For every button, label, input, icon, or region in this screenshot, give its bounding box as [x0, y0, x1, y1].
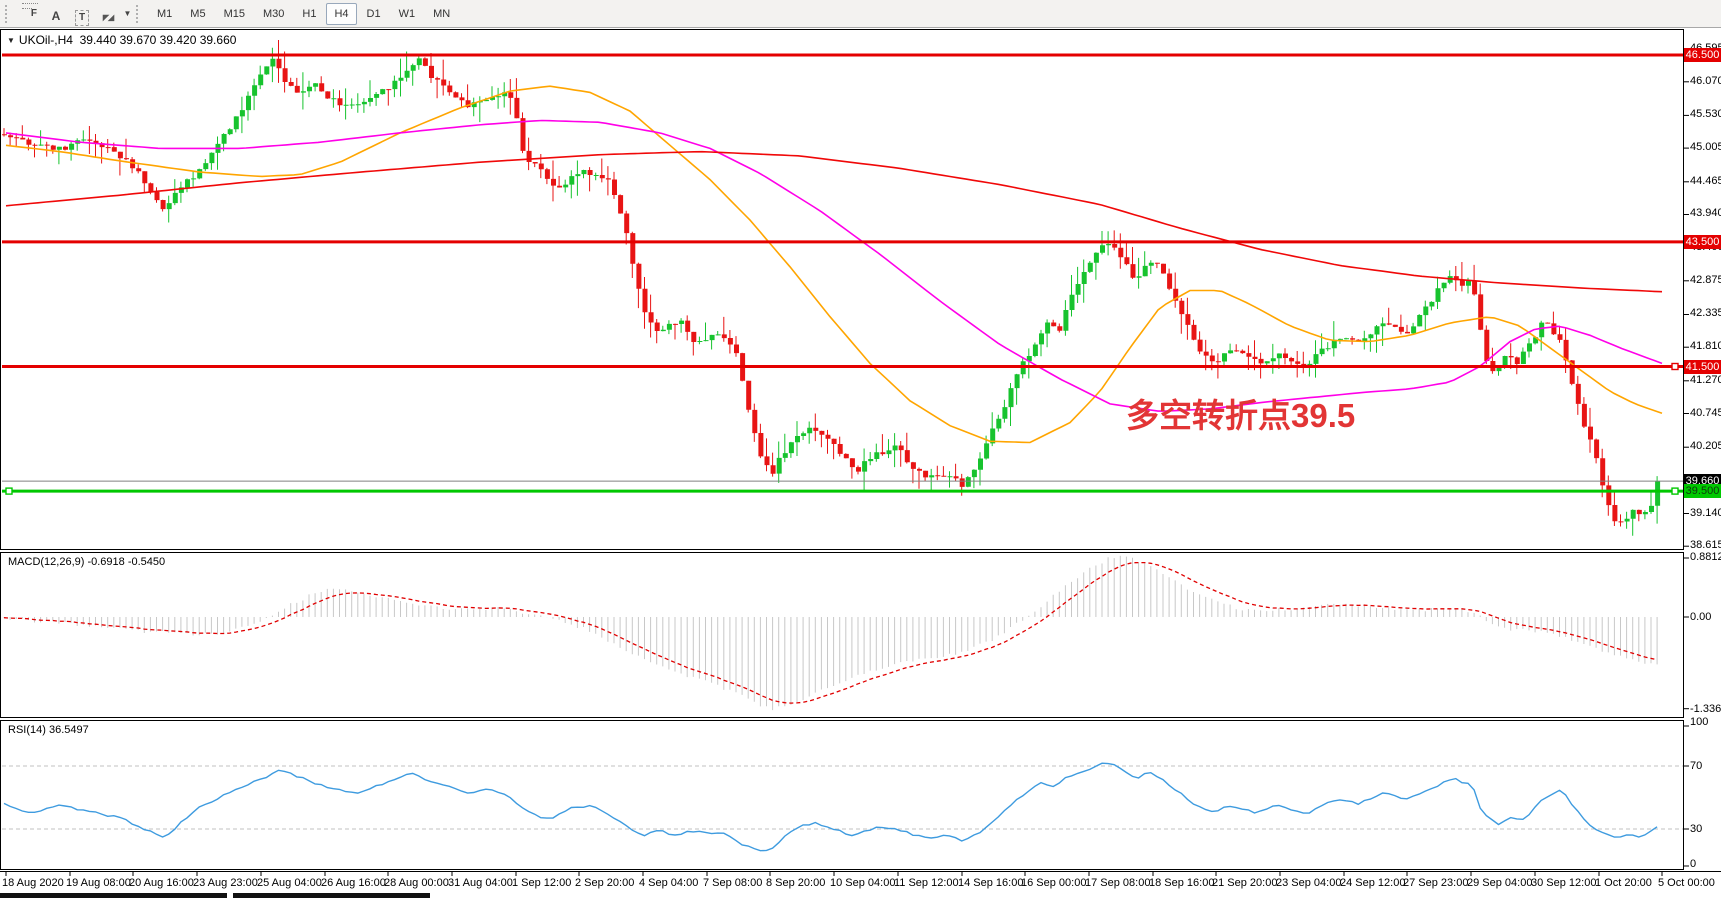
price-tick-label: 46.070 [1690, 75, 1721, 87]
rsi-indicator-label: RSI(14) 36.5497 [8, 724, 89, 736]
date-label: 8 Sep 20:00 [766, 877, 826, 889]
arrows-tool-icon[interactable]: ◤◢ [96, 6, 120, 28]
price-tick-label: 41.810 [1690, 340, 1721, 352]
rsi-tick-label: 0 [1690, 858, 1697, 870]
macd-tick-label: 0.00 [1690, 611, 1712, 623]
date-label: 21 Sep 20:00 [1212, 877, 1278, 889]
rsi-tick-label: 30 [1690, 823, 1703, 835]
date-label: 31 Aug 04:00 [448, 877, 513, 889]
price-badge-41.500: 41.500 [1684, 360, 1721, 374]
date-label: 29 Sep 04:00 [1467, 877, 1533, 889]
rsi-indicator-pane[interactable] [0, 720, 1684, 870]
bottom-scroll-segment-1[interactable] [0, 893, 227, 898]
date-label: 20 Aug 16:00 [129, 877, 194, 889]
timeframe-button-mn[interactable]: MN [425, 3, 458, 25]
date-label: 1 Sep 12:00 [512, 877, 572, 889]
collapse-triangle-icon[interactable]: ▼ [7, 36, 15, 45]
date-label: 11 Sep 12:00 [894, 877, 959, 889]
price-tick-label: 42.335 [1690, 307, 1721, 319]
date-label: 7 Sep 08:00 [703, 877, 763, 889]
price-tick-label: 45.530 [1690, 108, 1721, 120]
rsi-tick-label: 100 [1690, 716, 1709, 728]
top-toolbar: F A T ◤◢ ▼ M1 M5 M15 M30 H1 H4 D1 W1 MN [0, 0, 1721, 28]
date-label: 26 Aug 16:00 [321, 877, 386, 889]
chart-title: ▼ UKOil-,H4 39.440 39.670 39.420 39.660 [7, 33, 236, 47]
arrows-dropdown-caret-icon[interactable]: ▼ [121, 3, 134, 25]
date-label: 18 Aug 2020 [2, 877, 64, 889]
price-badge-39.500: 39.500 [1684, 484, 1721, 498]
chart-annotation-text: 多空转折点39.5 [1126, 397, 1356, 434]
timeframe-button-w1[interactable]: W1 [391, 3, 424, 25]
drawing-tools-group: F A T ◤◢ [17, 0, 121, 28]
toolbar-grip[interactable] [5, 4, 13, 23]
timeframe-button-m15[interactable]: M15 [216, 3, 253, 25]
main-chart-pane[interactable] [0, 29, 1684, 550]
text-label-tool-icon[interactable]: T [70, 5, 94, 27]
date-label: 1 Oct 20:00 [1595, 877, 1652, 889]
date-label: 23 Sep 04:00 [1276, 877, 1342, 889]
price-tick-label: 38.615 [1690, 539, 1721, 551]
date-label: 16 Sep 00:00 [1021, 877, 1087, 889]
date-label: 23 Aug 23:00 [193, 877, 258, 889]
timeframe-button-h1[interactable]: H1 [294, 3, 324, 25]
date-label: 25 Aug 04:00 [257, 877, 322, 889]
date-label: 10 Sep 04:00 [830, 877, 896, 889]
bottom-scroll-segment-2[interactable] [233, 893, 430, 898]
date-label: 5 Oct 00:00 [1658, 877, 1715, 889]
date-label: 18 Sep 16:00 [1149, 877, 1215, 889]
macd-indicator-label: MACD(12,26,9) -0.6918 -0.5450 [8, 556, 166, 568]
macd-tick-label: 0.8812 [1690, 551, 1721, 563]
date-label: 4 Sep 04:00 [639, 877, 699, 889]
date-label: 14 Sep 16:00 [958, 877, 1024, 889]
timeframe-buttons-group: M1 M5 M15 M30 H1 H4 D1 W1 MN [148, 2, 459, 25]
date-label: 27 Sep 23:00 [1403, 877, 1469, 889]
price-tick-label: 40.205 [1690, 440, 1721, 452]
timeframe-button-h4[interactable]: H4 [326, 2, 357, 25]
price-tick-label: 45.005 [1690, 141, 1721, 153]
timeframe-button-m5[interactable]: M5 [182, 3, 213, 25]
timeframe-button-m30[interactable]: M30 [255, 3, 292, 25]
price-badge-46.500: 46.500 [1684, 48, 1721, 62]
date-label: 30 Sep 12:00 [1531, 877, 1597, 889]
price-tick-label: 41.270 [1690, 374, 1721, 386]
timeframe-button-m1[interactable]: M1 [149, 3, 180, 25]
price-tick-label: 44.465 [1690, 175, 1721, 187]
price-tick-label: 39.140 [1690, 507, 1721, 519]
timeframe-button-d1[interactable]: D1 [359, 3, 389, 25]
date-label: 2 Sep 20:00 [575, 877, 635, 889]
date-label: 19 Aug 08:00 [66, 877, 131, 889]
price-badge-43.500: 43.500 [1684, 235, 1721, 249]
toolbar-grip-2[interactable] [136, 4, 144, 23]
macd-tick-label: -1.3368 [1690, 703, 1721, 715]
fibonacci-retracement-tool-icon[interactable]: F [18, 0, 42, 21]
rsi-tick-label: 70 [1690, 760, 1703, 772]
macd-indicator-pane[interactable] [0, 552, 1684, 718]
date-label: 28 Aug 00:00 [384, 877, 449, 889]
date-label: 17 Sep 08:00 [1085, 877, 1151, 889]
symbol-ohlc-text: UKOil-,H4 39.440 39.670 39.420 39.660 [18, 33, 237, 47]
date-label: 24 Sep 12:00 [1340, 877, 1406, 889]
price-tick-label: 42.875 [1690, 274, 1721, 286]
draw-text-tool-icon[interactable]: A [44, 5, 68, 27]
price-tick-label: 40.745 [1690, 407, 1721, 419]
price-tick-label: 43.940 [1690, 207, 1721, 219]
